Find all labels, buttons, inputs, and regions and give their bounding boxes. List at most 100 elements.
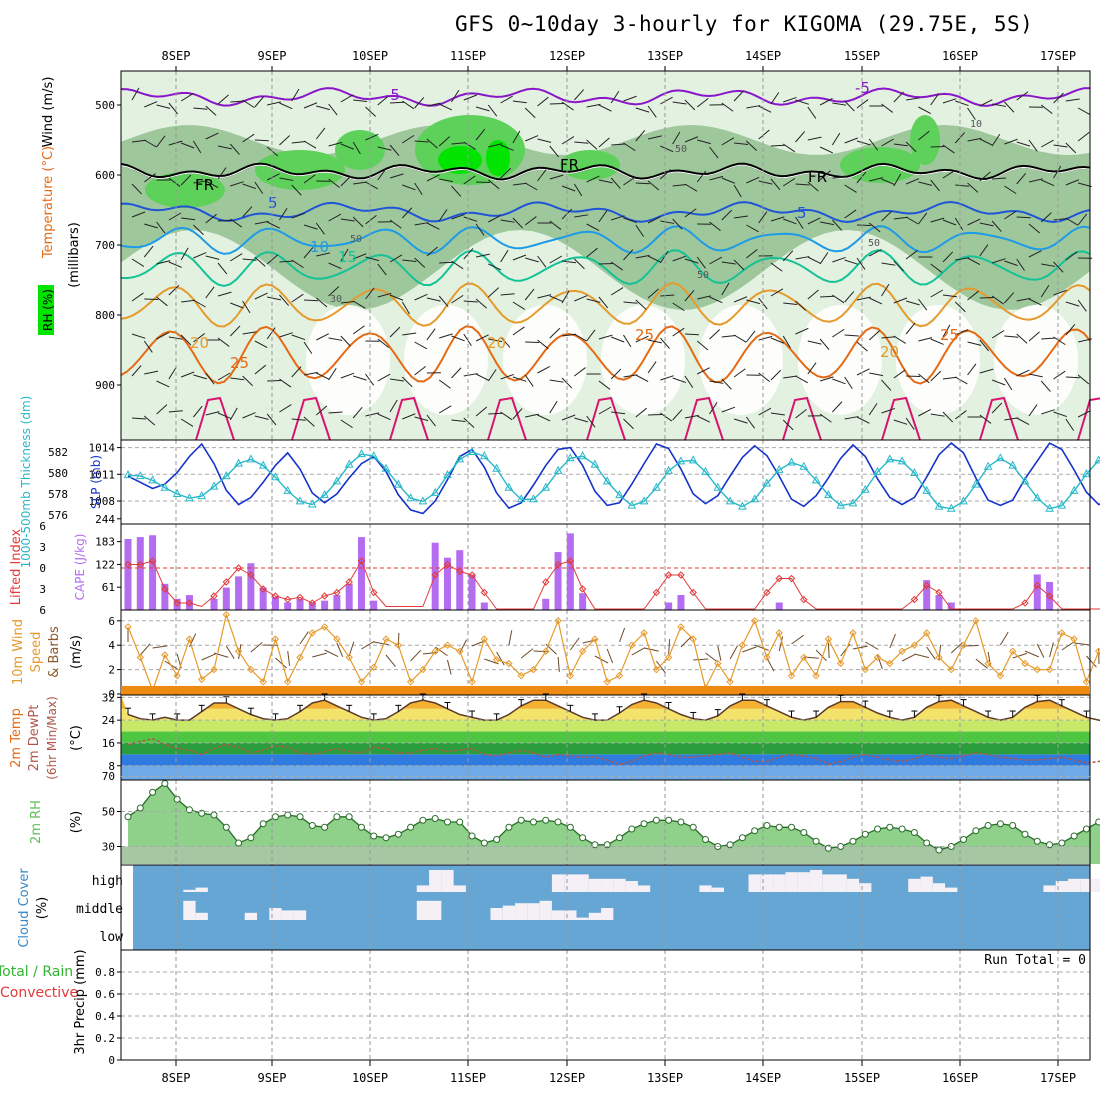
upper-wind-barb [659,337,670,349]
run-total-label: Run Total = 0 [984,953,1086,968]
upper-wind-barb [721,137,735,146]
upper-wind-barb [721,102,734,112]
thickness-marker [123,470,133,479]
rh2m-marker [259,820,267,828]
wind-barb [299,631,309,645]
upper-wind-barb [1004,417,1019,421]
rh2m-marker [800,829,808,836]
upper-wind-barb [967,290,979,301]
upper-wind-barb [144,223,158,229]
wind-tick-label: 6 [108,615,115,628]
upper-wind-barb [1041,263,1056,267]
wind-barb [655,660,666,674]
cape-bar [443,557,451,610]
upper-wind-barb [451,185,462,197]
pressure-tick-label: 700 [95,239,115,252]
upper-wind-barb [315,297,328,308]
upper-wind-barb [795,183,810,186]
upper-wind-barb [684,414,699,419]
wind-speed-marker [1008,647,1017,656]
upper-wind-barb [291,334,306,341]
wind-barb [422,651,438,655]
upper-wind-barb [144,139,157,148]
upper-wind-barb [279,404,292,413]
upper-wind-barb [1065,179,1080,186]
cloud-middle-bar [195,912,208,920]
temp-color-band [121,685,1090,698]
upper-wind-barb [807,256,821,264]
upper-wind-barb [266,173,280,181]
thickness-marker [209,481,219,490]
upper-wind-barb [451,260,464,270]
upper-wind-barb [242,133,255,143]
thickness-marker [762,478,772,487]
upper-wind-barb [697,295,711,300]
upper-wind-barb [647,255,661,263]
upper-wind-barb [414,140,429,143]
upper-wind-barb [475,253,490,258]
upper-wind-barb [230,100,245,103]
cloud-high-bar [846,878,860,892]
upper-wind-barb [352,216,364,228]
upper-wind-barb [414,416,429,422]
rh2m-marker [321,823,329,831]
upper-wind-barb [623,217,637,224]
rh2m-marker [345,813,353,821]
wind-barb [385,654,396,667]
upper-wind-barb [303,246,314,259]
thickness-marker [910,467,919,476]
upper-wind-barb [1041,139,1054,148]
cape-bar [456,550,464,610]
cloud-high-bar [637,885,651,892]
upper-wind-barb [525,257,539,263]
upper-wind-barb [500,373,515,380]
upper-wind-barb [488,179,500,190]
upper-wind-barb [942,411,954,423]
wind-speed-marker [714,659,722,668]
upper-wind-barb [586,175,600,183]
upper-wind-barb [647,105,657,118]
cape-bar [775,602,783,610]
upper-wind-barb [992,177,1007,180]
isotherm-label: 5 [268,194,278,212]
thickness-marker [983,461,993,470]
rh2m-tick-label: 50 [102,806,115,819]
cloud-high-bar [699,885,712,892]
upper-wind-barb [426,138,438,149]
temp-tick-label: 16 [102,737,115,750]
slp-tick-label: 1008 [89,495,116,508]
li-marker [542,578,550,586]
upper-wind-barb [561,414,576,421]
thickness-marker [971,479,981,488]
upper-wind-barb [181,217,196,221]
isotherm-label: 20 [880,343,899,361]
upper-wind-barb [389,173,404,179]
upper-wind-barb [709,380,724,384]
temp-tick-label: 24 [102,714,116,727]
wind-speed-marker [529,665,538,674]
upper-wind-barb [229,407,238,421]
upper-wind-barb [905,141,917,153]
wind-tick-label: 4 [108,639,115,652]
upper-wind-barb [881,336,896,339]
upper-wind-barb [1016,172,1027,185]
upper-wind-barb [770,144,785,147]
upper-wind-barb [389,219,402,229]
upper-wind-barb [795,327,809,335]
rh2m-marker [788,823,796,831]
upper-wind-barb [868,403,878,416]
thickness-marker [774,464,784,473]
upper-wind-barb [672,218,683,230]
upper-wind-barb [905,322,916,335]
isotherm-label: FR [195,176,214,194]
rh2m-marker [628,825,636,833]
upper-wind-barb [352,253,367,260]
wind-barb [668,639,671,655]
upper-wind-barb [832,328,845,338]
li-marker [578,585,587,593]
cape-bar [173,598,181,610]
upper-wind-barb [844,137,858,144]
upper-wind-barb [254,95,265,108]
wind-speed-marker [972,617,980,625]
thickness-marker [529,494,538,503]
